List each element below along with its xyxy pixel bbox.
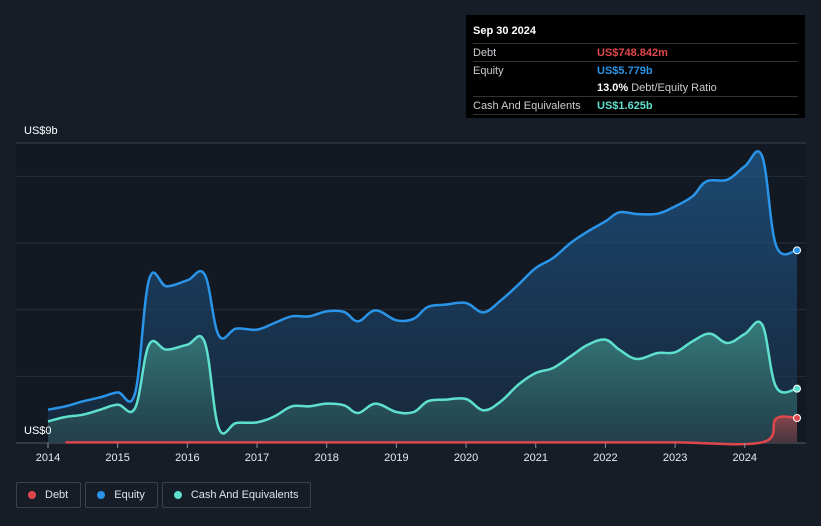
x-tick-label: 2019 bbox=[384, 452, 408, 464]
tooltip-ratio-value: 13.0% bbox=[597, 81, 629, 94]
chart-legend: Debt Equity Cash And Equivalents bbox=[16, 482, 315, 508]
tooltip-debt-row: Debt US$748.842m bbox=[473, 43, 798, 61]
x-tick-label: 2015 bbox=[105, 452, 129, 464]
tooltip-ratio-label: Debt/Equity Ratio bbox=[631, 81, 717, 94]
tooltip-debt-label: Debt bbox=[473, 46, 497, 59]
legend-label-cash: Cash And Equivalents bbox=[190, 489, 299, 501]
tooltip-equity-label: Equity bbox=[473, 64, 504, 77]
tooltip-date: Sep 30 2024 bbox=[473, 25, 536, 37]
tooltip-equity-value: US$5.779b bbox=[597, 64, 653, 77]
line-cash-and-equivalents bbox=[47, 320, 798, 435]
legend-label-debt: Debt bbox=[45, 489, 69, 501]
x-tick-label: 2021 bbox=[523, 452, 547, 464]
tooltip-cash-label: Cash And Equivalents bbox=[473, 99, 581, 112]
data-tooltip: Sep 30 2024 Debt US$748.842m Equity US$5… bbox=[466, 15, 805, 118]
endpoint-cash-and-equivalents bbox=[793, 384, 802, 393]
tooltip-equity-row: Equity US$5.779b bbox=[473, 61, 798, 79]
legend-dot-debt bbox=[28, 491, 36, 499]
legend-dot-equity bbox=[97, 491, 106, 499]
x-tick-label: 2014 bbox=[36, 452, 60, 464]
area-cash-and-equivalents bbox=[48, 321, 798, 443]
x-tick-label: 2020 bbox=[454, 452, 478, 464]
legend-item-cash[interactable]: Cash And Equivalents bbox=[161, 482, 312, 508]
series-areas bbox=[48, 151, 798, 445]
x-tick-label: 2022 bbox=[593, 452, 617, 464]
legend-label-equity: Equity bbox=[114, 489, 145, 501]
series-endpoints bbox=[793, 246, 802, 422]
legend-dot-cash bbox=[173, 491, 182, 499]
endpoint-equity bbox=[793, 246, 802, 255]
y-axis-min-label: US$0 bbox=[24, 425, 52, 437]
tooltip-debt-value: US$748.842m bbox=[597, 46, 668, 59]
legend-item-debt[interactable]: Debt bbox=[16, 482, 82, 508]
line-debt bbox=[65, 415, 798, 446]
x-tick-label: 2023 bbox=[663, 452, 687, 464]
y-axis-max-label: US$9b bbox=[24, 125, 58, 137]
x-tick-label: 2017 bbox=[245, 452, 269, 464]
series-lines bbox=[47, 150, 798, 446]
line-equity bbox=[47, 150, 798, 411]
tooltip-cash-row: Cash And Equivalents US$1.625b bbox=[473, 96, 798, 115]
x-tick-label: 2016 bbox=[175, 452, 199, 464]
tooltip-cash-value: US$1.625b bbox=[597, 99, 653, 112]
x-tick-label: 2024 bbox=[733, 452, 757, 464]
x-axis: 2014 2015 2016 2017 2018 2019 2020 2021 2022 2023… bbox=[36, 443, 757, 464]
endpoint-debt bbox=[793, 414, 802, 422]
tooltip-ratio-row: 13.0% Debt/Equity Ratio bbox=[473, 79, 798, 96]
x-tick-label: 2018 bbox=[314, 452, 338, 464]
legend-item-equity[interactable]: Equity bbox=[85, 482, 158, 508]
